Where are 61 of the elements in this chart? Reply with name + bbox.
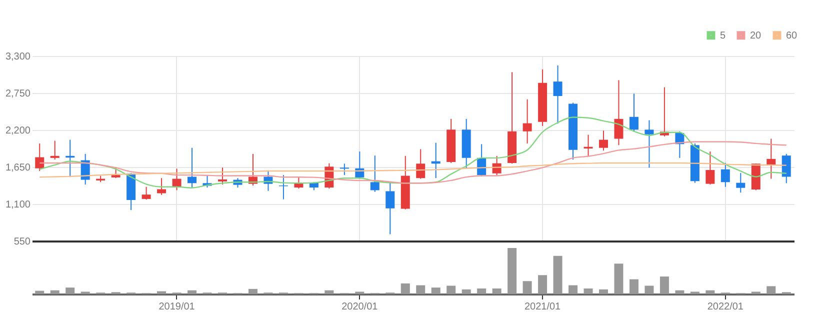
bar	[50, 290, 60, 294]
x-tick-label: 2021/01	[524, 302, 562, 312]
y-tick-label: 3,300	[5, 52, 31, 62]
bar	[629, 279, 638, 294]
bar	[477, 288, 486, 294]
y-tick-label: 550	[14, 236, 31, 248]
bar	[706, 290, 715, 294]
bar	[508, 248, 517, 294]
x-tick-label: 2020/01	[342, 302, 378, 312]
y-tick-label: 2,200	[5, 126, 31, 136]
candlestick	[50, 140, 60, 160]
bar	[446, 286, 456, 294]
candlestick	[35, 142, 44, 172]
bar	[568, 285, 578, 294]
candlestick	[386, 180, 395, 235]
bar	[157, 291, 166, 294]
x-tick-label: 2019/01	[158, 302, 196, 312]
bar	[400, 283, 410, 294]
candlestick	[553, 64, 562, 124]
candlestick	[522, 98, 532, 144]
bar	[492, 288, 502, 294]
legend-label: 5	[720, 30, 726, 42]
candlestick	[629, 93, 638, 132]
bar	[462, 289, 471, 294]
bar	[660, 276, 669, 294]
candlestick	[142, 186, 151, 200]
candlestick	[614, 80, 624, 146]
bar	[538, 275, 548, 294]
candlestick	[706, 151, 715, 185]
bar	[248, 288, 258, 294]
candlestick	[370, 155, 380, 192]
bar	[66, 288, 75, 294]
candlestick	[157, 178, 166, 196]
candlestick	[599, 130, 608, 152]
candlestick	[720, 162, 730, 188]
candlestick	[644, 120, 654, 168]
bar	[35, 290, 44, 294]
candlestick	[218, 167, 227, 185]
bar	[584, 288, 593, 294]
candlestick	[736, 172, 746, 194]
bar	[188, 290, 197, 294]
y-tick-label: 2,750	[5, 88, 31, 100]
candlestick	[340, 163, 349, 176]
bar	[553, 256, 562, 294]
bar	[522, 281, 532, 294]
candlestick	[416, 148, 426, 180]
bar	[324, 290, 334, 294]
bar	[675, 290, 684, 294]
y-tick-label: 1,100	[5, 200, 31, 210]
bar	[614, 264, 624, 294]
bar	[416, 285, 426, 294]
bar	[599, 289, 608, 294]
legend-label: 60	[786, 30, 798, 42]
legend-label: 20	[750, 30, 762, 42]
bar	[431, 288, 440, 294]
candlestick	[782, 153, 791, 184]
bar	[644, 286, 654, 294]
y-tick-label: 1,650	[5, 162, 31, 174]
candlestick	[188, 147, 197, 188]
x-tick-label: 2022/01	[707, 302, 744, 312]
bar	[766, 286, 776, 294]
